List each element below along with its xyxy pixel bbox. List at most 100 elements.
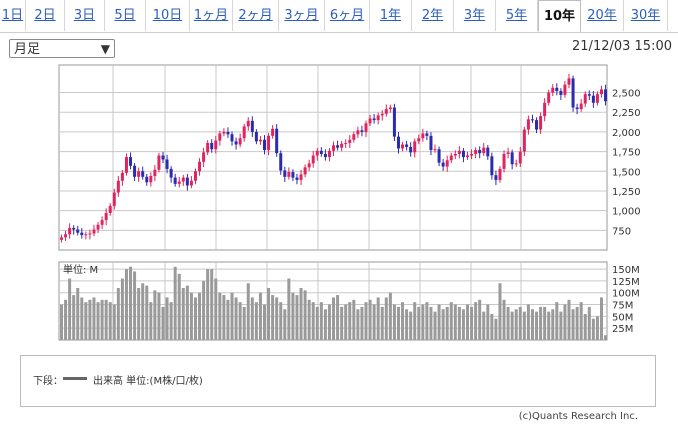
- candle-body-114: [522, 129, 526, 152]
- candle-body-58: [295, 177, 299, 180]
- candle-body-30: [181, 177, 185, 182]
- tab-7[interactable]: 3ヶ月: [279, 0, 325, 31]
- volume-bar-87: [413, 302, 417, 340]
- candle-body-64: [319, 150, 323, 154]
- candle-body-111: [510, 152, 514, 165]
- tab-11[interactable]: 3年: [454, 0, 496, 31]
- candle-body-107: [494, 175, 498, 180]
- volume-bar-42: [230, 292, 234, 340]
- volume-bar-56: [287, 278, 291, 340]
- x-tick-label: 2015: [203, 344, 228, 345]
- candle-body-52: [271, 128, 275, 136]
- candle-body-66: [327, 150, 331, 158]
- candle-body-20: [141, 171, 145, 177]
- volume-bar-45: [242, 306, 246, 340]
- tab-3[interactable]: 5日: [105, 0, 146, 31]
- candle-body-39: [218, 133, 222, 141]
- tab-0[interactable]: 1日: [0, 0, 26, 31]
- volume-bar-46: [246, 283, 250, 340]
- tab-1[interactable]: 2日: [26, 0, 65, 31]
- candle-body-10: [100, 220, 104, 225]
- volume-bar-68: [336, 295, 340, 340]
- tab-13[interactable]: 10年: [538, 0, 581, 32]
- volume-bar-120: [547, 311, 551, 340]
- candle-body-27: [169, 168, 173, 178]
- candle-body-104: [482, 147, 486, 154]
- tab-15[interactable]: 30年: [624, 0, 668, 31]
- price-tick-label: 2,500: [612, 89, 641, 100]
- candle-body-61: [307, 163, 311, 168]
- tab-10[interactable]: 2年: [412, 0, 454, 31]
- candle-body-105: [486, 147, 490, 157]
- volume-bar-9: [96, 302, 100, 340]
- candle-body-117: [535, 120, 539, 130]
- interval-select[interactable]: 月足 ▼: [9, 39, 115, 58]
- volume-bar-53: [275, 297, 279, 340]
- candle-body-63: [315, 150, 319, 156]
- tab-2[interactable]: 3日: [65, 0, 105, 31]
- volume-bar-38: [214, 278, 218, 340]
- volume-bar-28: [173, 266, 177, 340]
- candle-body-101: [470, 153, 474, 156]
- volume-bar-98: [457, 306, 461, 340]
- tab-9[interactable]: 1年: [370, 0, 412, 31]
- candle-body-14: [116, 180, 120, 193]
- volume-bar-22: [149, 302, 153, 340]
- volume-bar-110: [506, 306, 510, 340]
- candle-body-0: [60, 237, 63, 240]
- candle-body-127: [575, 107, 579, 110]
- candle-body-41: [226, 131, 230, 135]
- x-tick-label: 2021: [508, 344, 533, 345]
- candle-body-92: [433, 149, 437, 151]
- period-tabs: 1日 2日 3日 5日 10日 1ヶ月 2ヶ月 3ヶ月 6ヶ月 1年 2年 3年 5年 10年 20年 30年: [0, 0, 678, 33]
- volume-bar-119: [543, 306, 547, 340]
- candle-body-37: [210, 142, 214, 150]
- candle-body-51: [267, 135, 271, 151]
- candle-body-82: [392, 107, 396, 137]
- volume-bar-93: [437, 304, 441, 340]
- candle-body-22: [149, 176, 153, 183]
- tab-8[interactable]: 6ヶ月: [325, 0, 370, 31]
- candle-body-56: [287, 172, 291, 177]
- tab-12[interactable]: 5年: [496, 0, 538, 31]
- volume-bar-63: [315, 306, 319, 340]
- volume-bar-125: [567, 299, 571, 340]
- x-tick-label: 2020: [458, 344, 483, 345]
- candle-body-45: [242, 126, 246, 139]
- price-tick-label: 1,500: [612, 167, 641, 178]
- candle-body-65: [323, 153, 327, 158]
- candle-body-25: [161, 155, 165, 160]
- volume-bar-82: [392, 304, 396, 340]
- tab-4[interactable]: 10日: [146, 0, 190, 31]
- candle-body-31: [185, 177, 189, 186]
- volume-bar-50: [263, 304, 266, 340]
- volume-bar-133: [599, 297, 603, 340]
- candle-body-17: [129, 157, 133, 166]
- volume-bar-76: [368, 299, 372, 340]
- price-tick-label: 1,000: [612, 207, 641, 218]
- candle-body-86: [409, 146, 413, 153]
- volume-bar-55: [283, 309, 287, 340]
- tab-5[interactable]: 1ヶ月: [190, 0, 233, 31]
- candle-body-35: [202, 152, 206, 162]
- volume-bar-80: [384, 297, 388, 340]
- volume-bar-59: [299, 288, 303, 340]
- volume-bar-100: [466, 304, 469, 340]
- tab-6[interactable]: 2ヶ月: [233, 0, 279, 31]
- volume-bar-75: [364, 302, 368, 340]
- volume-bar-73: [356, 309, 360, 340]
- volume-bar-40: [222, 295, 226, 340]
- candle-body-116: [530, 119, 534, 121]
- candle-body-122: [555, 87, 559, 91]
- volume-bar-31: [185, 285, 189, 340]
- legend-text: 出来高 単位:(M株/口/枚): [93, 376, 203, 387]
- tab-14[interactable]: 20年: [581, 0, 624, 31]
- volume-tick-label: 125M: [612, 277, 640, 288]
- price-panel-frame: [58, 64, 608, 251]
- volume-bar-84: [401, 302, 405, 340]
- volume-bar-66: [327, 304, 331, 340]
- volume-bar-88: [417, 306, 421, 340]
- volume-bar-79: [380, 306, 384, 340]
- volume-bar-30: [181, 288, 185, 340]
- candle-body-79: [380, 113, 384, 116]
